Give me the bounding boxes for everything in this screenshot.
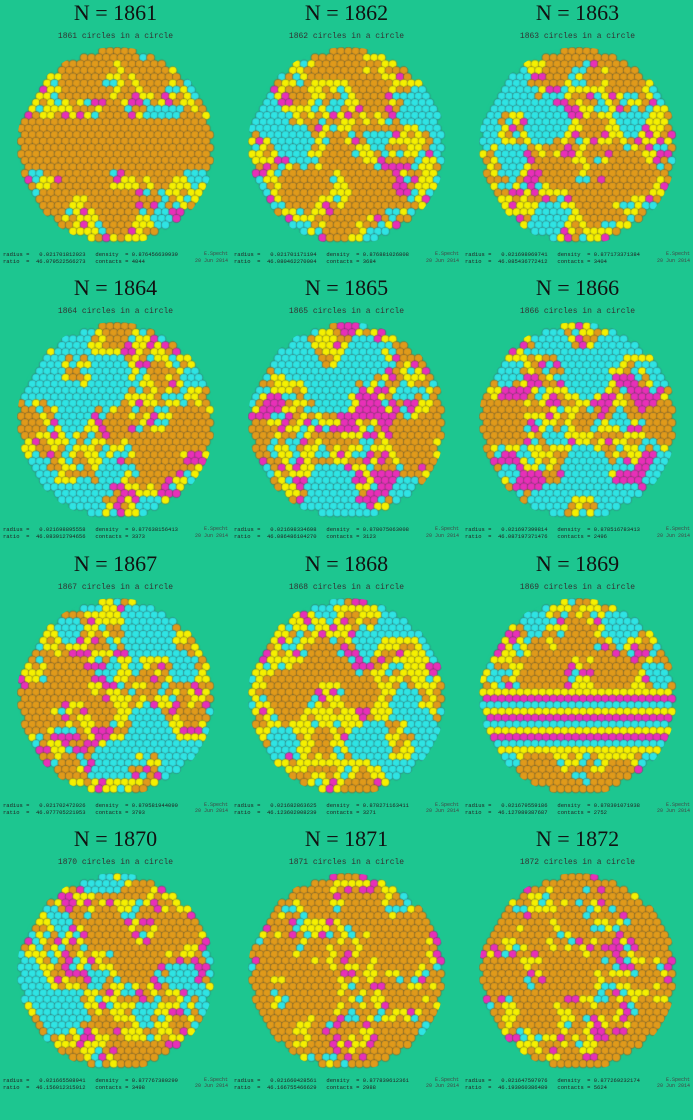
stats-credit: E.Specht 20 Jun 2014 — [657, 802, 690, 816]
stats-values: radius = 0.021702472026 density = 0.8795… — [3, 802, 178, 816]
stats-credit: E.Specht 20 Jun 2014 — [426, 526, 459, 540]
packing-diagram — [479, 598, 677, 796]
packing-diagram — [248, 322, 446, 520]
packing-diagram — [248, 598, 446, 796]
stats-credit: E.Specht 20 Jun 2014 — [426, 1077, 459, 1091]
stats-values: radius = 0.021698969741 density = 0.8771… — [465, 251, 640, 265]
stats-credit: E.Specht 20 Jun 2014 — [426, 251, 459, 265]
panel-subtitle: 1871 circles in a circle — [233, 858, 460, 867]
packing-diagram — [479, 47, 677, 245]
panel-subtitle: 1868 circles in a circle — [233, 583, 460, 592]
panel-title: N = 1871 — [233, 826, 460, 850]
panel-subtitle: 1866 circles in a circle — [464, 307, 691, 316]
panel-stats: radius = 0.021702472026 density = 0.8795… — [2, 802, 229, 816]
packing-diagram — [479, 873, 677, 1071]
packing-panel: N = 1864 1864 circles in a circle radius =… — [0, 275, 231, 550]
panel-title: N = 1864 — [2, 275, 229, 299]
panel-stats: radius = 0.021697399814 density = 0.8785… — [464, 526, 691, 540]
stats-values: radius = 0.021682863625 density = 0.8782… — [234, 802, 409, 816]
panel-stats: radius = 0.021698895558 density = 0.8776… — [2, 526, 229, 540]
packing-panel: N = 1871 1871 circles in a circle radius =… — [231, 826, 462, 1101]
panel-title: N = 1865 — [233, 275, 460, 299]
panel-title: N = 1866 — [464, 275, 691, 299]
stats-credit: E.Specht 20 Jun 2014 — [195, 526, 228, 540]
packing-diagram — [17, 322, 215, 520]
panel-stats: radius = 0.021682863625 density = 0.8782… — [233, 802, 460, 816]
packing-panel: N = 1865 1865 circles in a circle radius =… — [231, 275, 462, 550]
stats-credit: E.Specht 20 Jun 2014 — [195, 1077, 228, 1091]
panel-stats: radius = 0.021698969741 density = 0.8771… — [464, 251, 691, 265]
stats-values: radius = 0.021698334698 density = 0.8780… — [234, 526, 409, 540]
panel-subtitle: 1865 circles in a circle — [233, 307, 460, 316]
panel-subtitle: 1867 circles in a circle — [2, 583, 229, 592]
panel-stats: radius = 0.021701171194 density = 0.8768… — [233, 251, 460, 265]
packing-diagram — [17, 873, 215, 1071]
packing-panel: N = 1867 1867 circles in a circle radius =… — [0, 551, 231, 826]
panel-stats: radius = 0.021701812023 density = 0.8764… — [2, 251, 229, 265]
packing-diagram — [17, 598, 215, 796]
panel-subtitle: 1870 circles in a circle — [2, 858, 229, 867]
stats-credit: E.Specht 20 Jun 2014 — [426, 802, 459, 816]
stats-credit: E.Specht 20 Jun 2014 — [195, 251, 228, 265]
panel-title: N = 1868 — [233, 551, 460, 575]
panel-stats: radius = 0.021665508941 density = 0.8777… — [2, 1077, 229, 1091]
packing-panel: N = 1870 1870 circles in a circle radius =… — [0, 826, 231, 1101]
packing-panel: N = 1863 1863 circles in a circle radius =… — [462, 0, 693, 275]
panel-stats: radius = 0.021647597976 density = 0.8772… — [464, 1077, 691, 1091]
panel-title: N = 1862 — [233, 0, 460, 24]
panel-stats: radius = 0.021698334698 density = 0.8780… — [233, 526, 460, 540]
packing-panel: N = 1861 1861 circles in a circle radius =… — [0, 0, 231, 275]
panel-title: N = 1867 — [2, 551, 229, 575]
panel-subtitle: 1863 circles in a circle — [464, 32, 691, 41]
packing-diagram — [17, 47, 215, 245]
stats-credit: E.Specht 20 Jun 2014 — [657, 1077, 690, 1091]
stats-values: radius = 0.021647597976 density = 0.8772… — [465, 1077, 640, 1091]
stats-credit: E.Specht 20 Jun 2014 — [657, 251, 690, 265]
panel-title: N = 1863 — [464, 0, 691, 24]
stats-values: radius = 0.021665508941 density = 0.8777… — [3, 1077, 178, 1091]
packing-panel: N = 1862 1862 circles in a circle radius =… — [231, 0, 462, 275]
packing-diagram — [479, 322, 677, 520]
stats-values: radius = 0.021697399814 density = 0.8785… — [465, 526, 640, 540]
panel-subtitle: 1869 circles in a circle — [464, 583, 691, 592]
panel-subtitle: 1864 circles in a circle — [2, 307, 229, 316]
panel-subtitle: 1872 circles in a circle — [464, 858, 691, 867]
panel-title: N = 1869 — [464, 551, 691, 575]
stats-values: radius = 0.021679559186 density = 0.8783… — [465, 802, 640, 816]
panel-title: N = 1861 — [2, 0, 229, 24]
packing-diagram — [248, 873, 446, 1071]
panel-subtitle: 1862 circles in a circle — [233, 32, 460, 41]
packing-panel: N = 1869 1869 circles in a circle radius =… — [462, 551, 693, 826]
stats-values: radius = 0.021698895558 density = 0.8776… — [3, 526, 178, 540]
packing-panel: N = 1868 1868 circles in a circle radius =… — [231, 551, 462, 826]
packing-diagram — [248, 47, 446, 245]
stats-values: radius = 0.021660428561 density = 0.8778… — [234, 1077, 409, 1091]
stats-credit: E.Specht 20 Jun 2014 — [657, 526, 690, 540]
panel-stats: radius = 0.021679559186 density = 0.8783… — [464, 802, 691, 816]
stats-credit: E.Specht 20 Jun 2014 — [195, 802, 228, 816]
panel-title: N = 1870 — [2, 826, 229, 850]
stats-values: radius = 0.021701812023 density = 0.8764… — [3, 251, 178, 265]
panel-subtitle: 1861 circles in a circle — [2, 32, 229, 41]
stats-values: radius = 0.021701171194 density = 0.8768… — [234, 251, 409, 265]
panel-title: N = 1872 — [464, 826, 691, 850]
panel-stats: radius = 0.021660428561 density = 0.8778… — [233, 1077, 460, 1091]
packing-panel: N = 1872 1872 circles in a circle radius =… — [462, 826, 693, 1101]
packing-panel: N = 1866 1866 circles in a circle radius =… — [462, 275, 693, 550]
